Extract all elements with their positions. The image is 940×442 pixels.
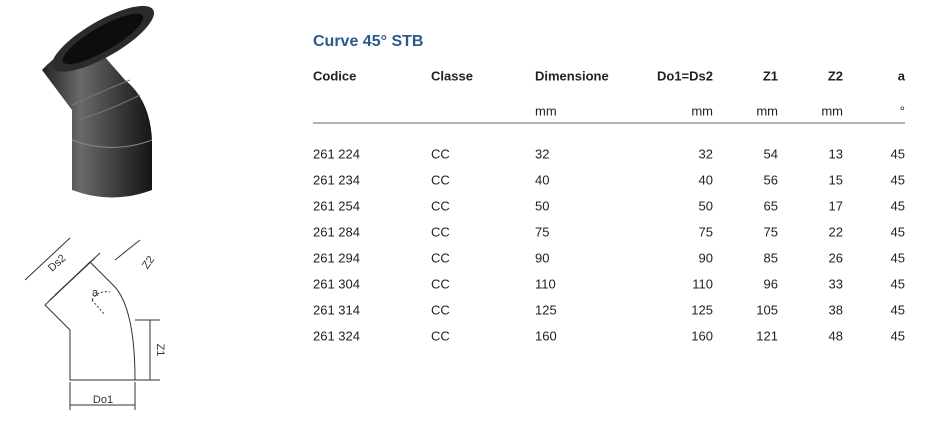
table-cell: 261 304 [313,276,360,291]
table-cell: 90 [699,250,713,265]
table-cell: 38 [829,302,843,317]
table-cell: 54 [764,146,778,161]
table-cell: 32 [535,146,549,161]
table-cell: 13 [829,146,843,161]
table-cell: 50 [699,198,713,213]
column-header: a [898,68,906,83]
table-cell: CC [431,302,450,317]
table-cell: 45 [891,328,905,343]
unit-label: ° [900,103,905,118]
table-cell: 17 [829,198,843,213]
table-cell: 125 [535,302,557,317]
table-cell: CC [431,250,450,265]
table-cell: 90 [535,250,549,265]
table-cell: CC [431,276,450,291]
table-cell: 22 [829,224,843,239]
drawing-label: a [92,287,99,299]
table-cell: 96 [764,276,778,291]
drawing-label: Z2 [140,254,157,271]
column-header: Dimensione [535,68,609,83]
table-cell: 33 [829,276,843,291]
table-cell: 40 [535,172,549,187]
unit-label: mm [691,103,713,118]
table-cell: 261 314 [313,302,360,317]
product-photo [42,5,155,198]
table-cell: 261 234 [313,172,360,187]
table-cell: 32 [699,146,713,161]
table-cell: 75 [764,224,778,239]
table-cell: 40 [699,172,713,187]
table-cell: 45 [891,224,905,239]
table-cell: 105 [756,302,778,317]
unit-label: mm [535,103,557,118]
table-cell: 261 294 [313,250,360,265]
table-cell: 26 [829,250,843,265]
column-header: Codice [313,68,356,83]
technical-drawing [24,237,160,410]
drawing-label: Ds2 [46,252,69,274]
table-cell: 15 [829,172,843,187]
table-cell: 45 [891,146,905,161]
table-cell: 50 [535,198,549,213]
table-cell: 261 284 [313,224,360,239]
table-cell: 45 [891,172,905,187]
table-cell: 85 [764,250,778,265]
column-header: Z2 [828,68,843,83]
table-cell: 160 [691,328,713,343]
table-cell: CC [431,328,450,343]
drawing-label: Z1 [154,344,166,357]
column-header: Z1 [763,68,778,83]
table-cell: 125 [691,302,713,317]
drawing-label: Do1 [93,394,113,406]
table-cell: 65 [764,198,778,213]
table-cell: 45 [891,250,905,265]
column-header: Classe [431,68,473,83]
column-header: Do1=Ds2 [657,68,713,83]
unit-label: mm [821,103,843,118]
table-cell: 261 324 [313,328,360,343]
table-cell: CC [431,172,450,187]
table-cell: 121 [756,328,778,343]
unit-label: mm [756,103,778,118]
table-cell: 48 [829,328,843,343]
table-cell: CC [431,146,450,161]
table-cell: 110 [535,276,556,291]
table-cell: 110 [692,276,713,291]
table-cell: 45 [891,302,905,317]
table-cell: 75 [535,224,549,239]
title: Curve 45° STB [313,33,423,50]
table-cell: 45 [891,276,905,291]
table-cell: 261 254 [313,198,360,213]
table-cell: CC [431,224,450,239]
table-cell: CC [431,198,450,213]
table-cell: 75 [699,224,713,239]
table-cell: 45 [891,198,905,213]
table-cell: 261 224 [313,146,360,161]
table-cell: 56 [764,172,778,187]
table-cell: 160 [535,328,557,343]
